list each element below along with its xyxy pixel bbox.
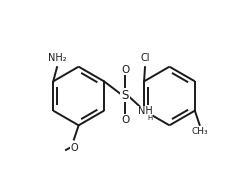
Text: H: H xyxy=(147,115,152,121)
Text: NH: NH xyxy=(138,106,153,116)
Text: O: O xyxy=(121,65,129,74)
Text: O: O xyxy=(121,115,129,125)
Text: Cl: Cl xyxy=(140,53,150,63)
Text: S: S xyxy=(121,89,129,102)
Text: CH₃: CH₃ xyxy=(191,127,208,136)
Text: NH₂: NH₂ xyxy=(48,53,66,63)
Text: O: O xyxy=(70,143,78,153)
